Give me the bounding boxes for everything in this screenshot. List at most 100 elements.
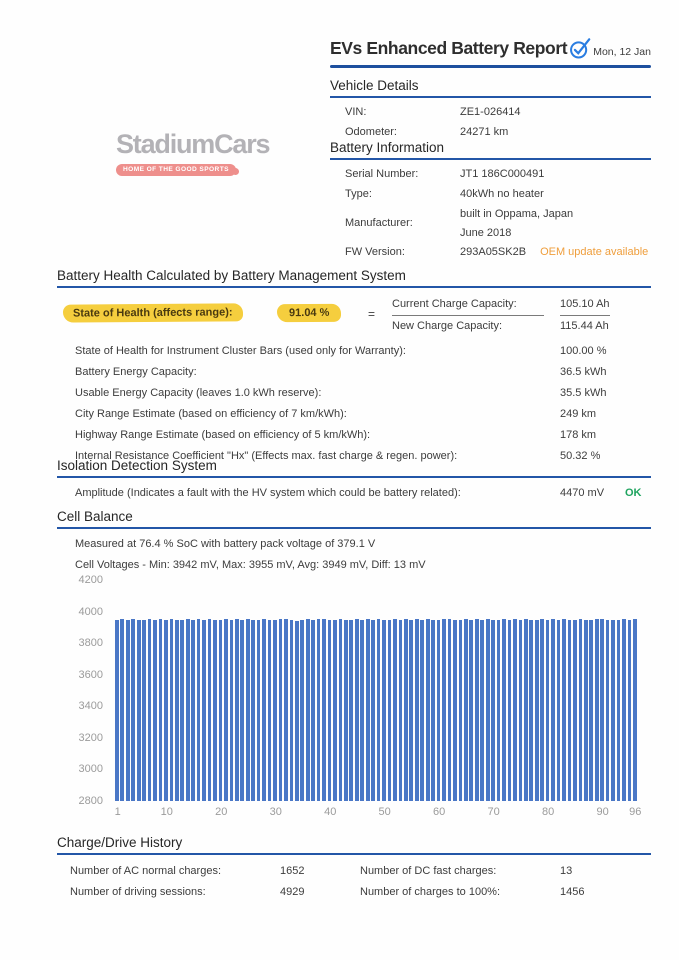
cell-voltage-bar bbox=[556, 620, 561, 801]
cell-voltage-bar bbox=[414, 619, 419, 801]
type-row: Type: 40kWh no heater bbox=[330, 184, 651, 204]
cell-voltage-bar bbox=[545, 619, 550, 801]
cell-voltage-bar bbox=[333, 619, 337, 801]
charge-history-row: Number of driving sessions: 4929 Number … bbox=[57, 881, 651, 902]
cell-voltage-bar bbox=[540, 619, 545, 801]
x-axis-label: 60 bbox=[433, 806, 446, 818]
battery-information-heading: Battery Information bbox=[330, 140, 651, 160]
cell-voltage-bar bbox=[273, 619, 277, 801]
cell-voltage-bar bbox=[360, 619, 365, 801]
battery-energy-capacity-value: 36.5 kWh bbox=[560, 365, 607, 378]
cell-voltage-bar bbox=[420, 619, 425, 801]
driving-sessions-label: Number of driving sessions: bbox=[70, 885, 206, 898]
ac-charges-value: 1652 bbox=[280, 864, 305, 877]
dealer-logo-tagline: HOME OF THE GOOD SPORTS bbox=[116, 163, 236, 176]
cell-voltage-chart: 2800 3000 3200 3400 3600 3800 4000 4200 1 10 20 30… bbox=[57, 568, 651, 820]
manufacturer-value: built in Oppama, Japan June 2018 bbox=[460, 207, 574, 239]
vehicle-details-section: Vehicle Details VIN: ZE1-026414 Odometer… bbox=[330, 78, 651, 142]
odometer-value: 24271 km bbox=[460, 126, 509, 138]
charges-to-100-label: Number of charges to 100%: bbox=[360, 885, 501, 898]
vehicle-details-heading: Vehicle Details bbox=[330, 78, 651, 98]
new-capacity-label: New Charge Capacity: bbox=[392, 319, 503, 332]
cell-voltage-bar bbox=[234, 619, 239, 801]
amplitude-label: Amplitude (Indicates a fault with the HV… bbox=[75, 486, 461, 499]
cell-voltage-bar bbox=[218, 619, 223, 801]
cell-voltage-bar bbox=[627, 619, 632, 801]
internal-resistance-label: Internal Resistance Coefficient "Hx" (Ef… bbox=[75, 449, 458, 462]
cell-voltage-bar bbox=[327, 620, 332, 801]
y-axis-label: 3200 bbox=[78, 731, 103, 744]
cell-voltage-bar bbox=[284, 619, 288, 801]
cell-balance-section: Cell Balance Measured at 76.4 % SoC with… bbox=[57, 509, 651, 575]
cell-voltage-bar bbox=[409, 619, 414, 801]
cell-voltage-bar bbox=[164, 619, 168, 801]
cell-voltage-bar bbox=[502, 619, 506, 801]
cell-voltage-bar bbox=[583, 619, 588, 801]
dc-charges-label: Number of DC fast charges: bbox=[360, 864, 497, 877]
charge-history-section: Charge/Drive History Number of AC normal… bbox=[57, 835, 651, 902]
capacity-fraction: Current Charge Capacity: 105.10 Ah New C… bbox=[392, 294, 651, 336]
x-axis-label: 30 bbox=[269, 806, 282, 818]
cell-voltage-bar bbox=[344, 619, 348, 801]
city-range-row: City Range Estimate (based on efficiency… bbox=[57, 403, 651, 424]
soh-cluster-bars-value: 100.00 % bbox=[560, 344, 607, 357]
cell-voltage-bar bbox=[605, 619, 610, 801]
x-axis-label: 1 bbox=[114, 806, 121, 818]
serial-number-value: JT1 186C000491 bbox=[460, 168, 545, 180]
cell-voltage-bar bbox=[518, 619, 523, 801]
dc-charges-value: 13 bbox=[560, 864, 573, 877]
cell-voltage-bar bbox=[169, 619, 174, 801]
y-axis-label: 4000 bbox=[78, 605, 103, 618]
checkmark-circle-icon bbox=[570, 38, 591, 59]
cell-voltage-bar bbox=[365, 619, 370, 801]
cell-voltage-bar bbox=[289, 619, 294, 801]
manufacturer-label: Manufacturer: bbox=[345, 217, 413, 229]
cell-voltage-bar bbox=[349, 620, 354, 801]
x-axis-label: 10 bbox=[160, 806, 173, 818]
x-axis-label: 20 bbox=[215, 806, 228, 818]
dealer-logo: StadiumCars HOME OF THE GOOD SPORTS bbox=[116, 131, 276, 176]
cell-voltage-bar bbox=[431, 620, 435, 801]
cell-voltage-bar bbox=[262, 619, 266, 801]
odometer-label: Odometer: bbox=[345, 126, 397, 138]
x-axis-label: 70 bbox=[487, 806, 500, 818]
ac-charges-label: Number of AC normal charges: bbox=[70, 864, 222, 877]
cell-voltage-bar bbox=[174, 619, 179, 801]
cell-voltage-bar bbox=[371, 619, 375, 801]
cell-voltage-bar bbox=[245, 619, 250, 801]
internal-resistance-row: Internal Resistance Coefficient "Hx" (Ef… bbox=[57, 445, 651, 466]
fw-version-row: FW Version: 293A05SK2B OEM update availa… bbox=[330, 242, 651, 262]
cell-voltage-bar bbox=[202, 619, 206, 801]
highway-range-label: Highway Range Estimate (based on efficie… bbox=[75, 428, 371, 441]
y-axis-label: 2800 bbox=[78, 795, 103, 807]
type-label: Type: bbox=[345, 188, 372, 200]
chart-y-axis: 2800 3000 3200 3400 3600 3800 4000 4200 bbox=[57, 574, 107, 807]
cell-voltage-bar bbox=[616, 619, 621, 801]
city-range-label: City Range Estimate (based on efficiency… bbox=[75, 407, 347, 420]
x-axis-label: 40 bbox=[324, 806, 337, 818]
current-capacity-label: Current Charge Capacity: bbox=[392, 294, 544, 316]
battery-health-section: Battery Health Calculated by Battery Man… bbox=[57, 268, 651, 466]
cell-voltage-bars bbox=[115, 580, 638, 801]
battery-health-heading: Battery Health Calculated by Battery Man… bbox=[57, 268, 651, 288]
usable-energy-capacity-value: 35.5 kWh bbox=[560, 386, 607, 399]
state-of-health-row: State of Health (affects range): 91.04 %… bbox=[57, 294, 651, 336]
driving-sessions-value: 4929 bbox=[280, 885, 305, 898]
cell-voltage-bar bbox=[191, 620, 196, 801]
highway-range-value: 178 km bbox=[560, 428, 597, 441]
battery-energy-capacity-label: Battery Energy Capacity: bbox=[75, 365, 197, 378]
amplitude-status-badge: OK bbox=[625, 486, 642, 499]
cell-voltage-bar bbox=[311, 619, 315, 801]
usable-energy-capacity-label: Usable Energy Capacity (leaves 1.0 kWh r… bbox=[75, 386, 322, 399]
cell-voltage-bar bbox=[267, 619, 272, 801]
manufacturer-row: Manufacturer: built in Oppama, Japan June… bbox=[330, 204, 651, 242]
cell-voltage-bar bbox=[136, 619, 141, 801]
usable-energy-capacity-row: Usable Energy Capacity (leaves 1.0 kWh r… bbox=[57, 382, 651, 403]
y-axis-label: 3800 bbox=[78, 637, 103, 650]
cell-voltage-bar bbox=[633, 619, 637, 801]
cell-voltage-bar bbox=[256, 620, 261, 801]
cell-voltage-bar bbox=[294, 620, 299, 801]
cell-voltage-bar bbox=[147, 619, 152, 801]
internal-resistance-value: 50.32 % bbox=[560, 449, 601, 462]
